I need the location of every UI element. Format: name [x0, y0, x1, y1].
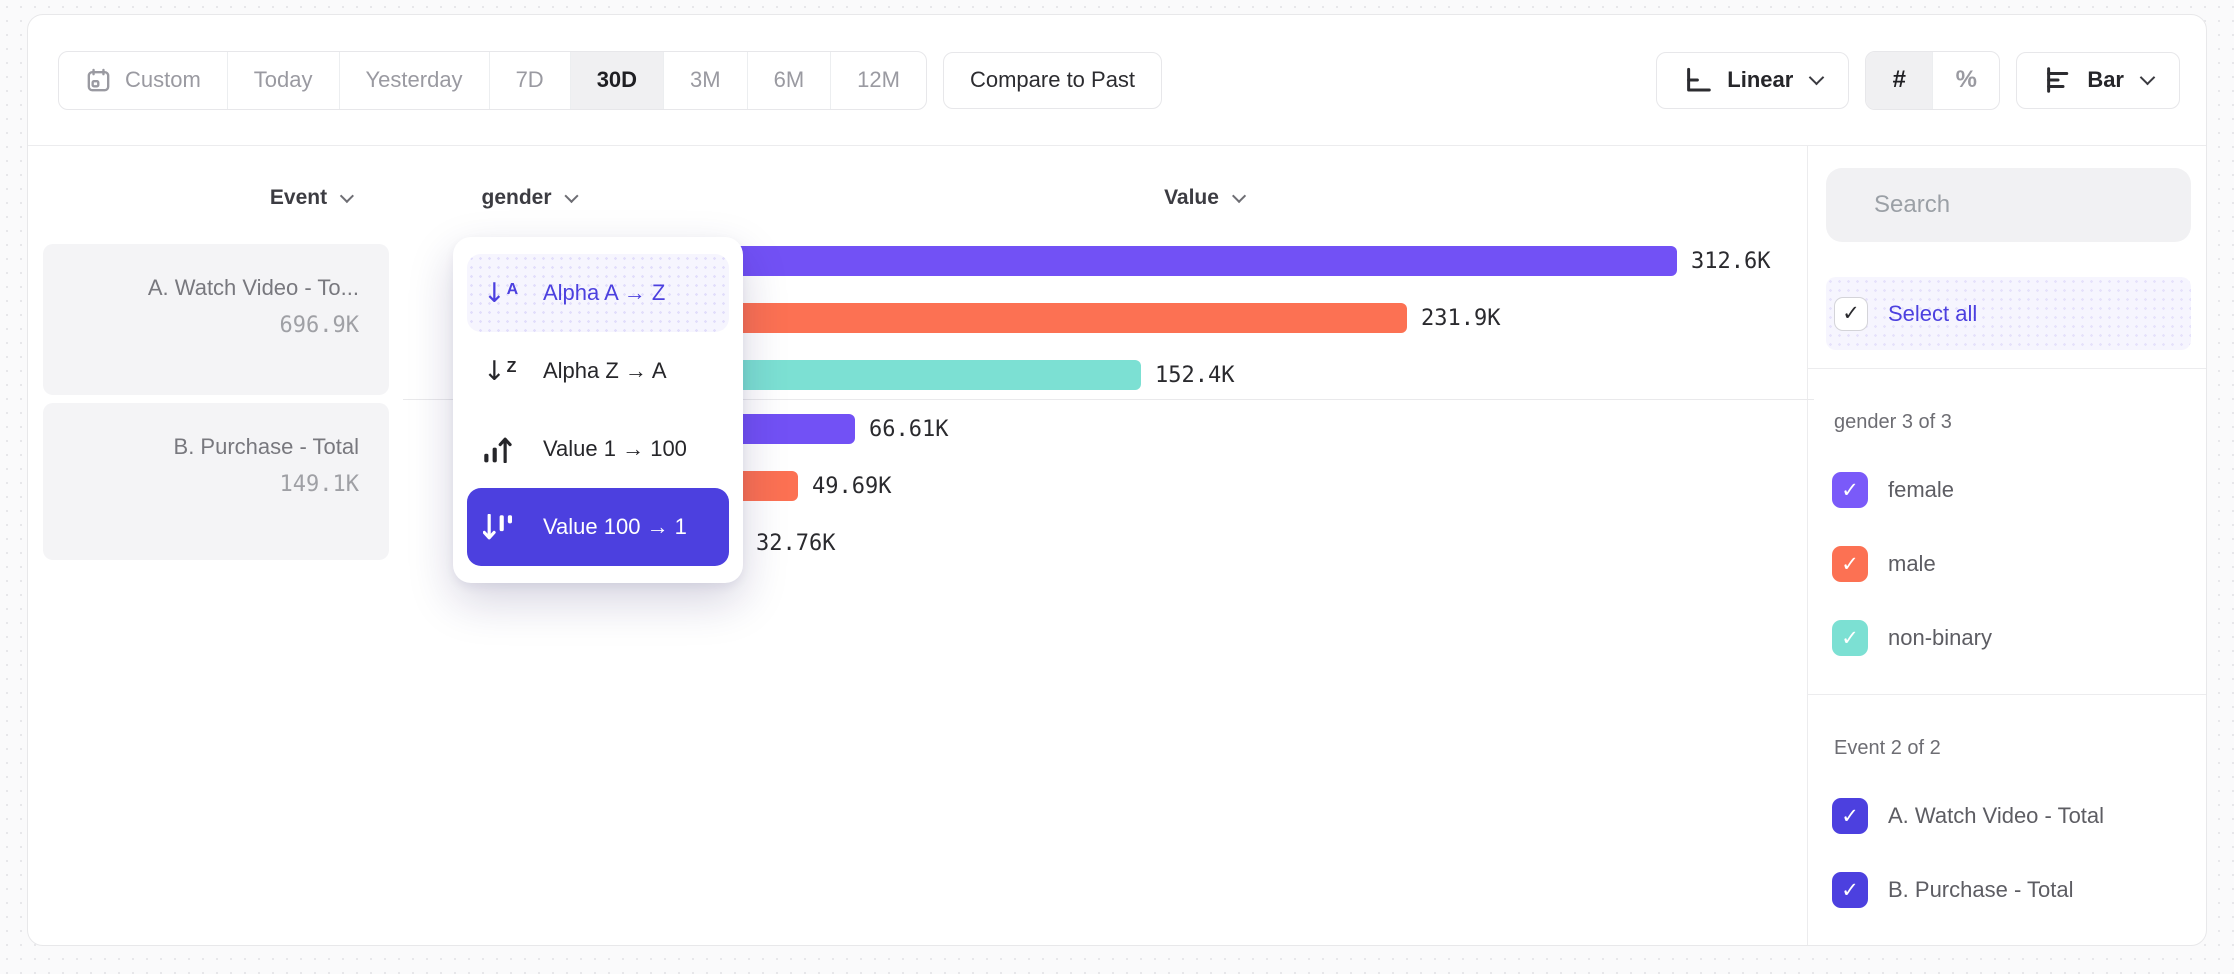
legend-item-non-binary[interactable]: ✓ non-binary	[1832, 620, 2191, 656]
sort-option-label: Alpha Z → A	[543, 358, 667, 383]
legend-search	[1826, 168, 2191, 242]
report-toolbar: Custom Today Yesterday 7D 30D 3M 6M 12M Compare…	[28, 15, 2206, 146]
bar-value-label: 49.69K	[812, 474, 892, 499]
calendar-icon	[87, 68, 110, 91]
legend-item-label: male	[1888, 551, 1936, 576]
legend-item-a-watch-video-total[interactable]: ✓ A. Watch Video - Total	[1832, 798, 2191, 834]
checkbox-non-binary[interactable]: ✓	[1832, 620, 1868, 656]
legend-item-label: non-binary	[1888, 625, 1992, 650]
legend-item-male[interactable]: ✓ male	[1832, 546, 2191, 582]
bar-chart-icon	[2047, 67, 2069, 93]
chevron-down-icon	[564, 188, 579, 204]
date-range-control: Custom Today Yesterday 7D 30D 3M 6M 12M	[58, 50, 927, 110]
bar-value-label: 312.6K	[1691, 249, 1771, 274]
sort-option-label: Value 100 → 1	[543, 514, 687, 539]
range-button-30d[interactable]: 30D	[570, 51, 665, 109]
legend-item-label: A. Watch Video - Total	[1888, 803, 2105, 828]
sidebar-divider	[1808, 368, 2206, 369]
check-icon: ✓	[1841, 477, 1859, 502]
percent-icon: %	[1955, 66, 1977, 93]
value-asc-icon	[483, 436, 523, 463]
chevron-down-icon	[2139, 69, 2156, 85]
bar-value-label: 66.61K	[869, 417, 949, 442]
range-button-yesterday[interactable]: Yesterday	[340, 51, 490, 109]
sort-option-alpha-z-a[interactable]: ↓ Z Alpha Z → A	[467, 332, 729, 410]
legend-sidebar: ✓ Select all gender 3 of 3 ✓ female ✓ male ✓ n…	[1807, 146, 2206, 945]
checkbox-b-purchase-total[interactable]: ✓	[1832, 872, 1868, 908]
scale-selector-button[interactable]: Linear	[1656, 51, 1850, 109]
check-icon: ✓	[1841, 877, 1859, 902]
column-header-gender[interactable]: gender	[481, 186, 579, 210]
bar-a-watch-video-total-female[interactable]	[632, 246, 1677, 276]
chart-type-label: Bar	[2087, 67, 2124, 92]
event-title: A. Watch Video - To...	[147, 275, 359, 300]
bar-a-watch-video-total-male[interactable]	[632, 303, 1407, 333]
search-input[interactable]	[1872, 190, 2186, 220]
legend-item-female[interactable]: ✓ female	[1832, 472, 2191, 508]
compare-to-past-button[interactable]: Compare to Past	[942, 51, 1163, 109]
checkbox-male[interactable]: ✓	[1832, 546, 1868, 582]
report-content: Event gender Value A. Watch Video - To..…	[28, 146, 2206, 945]
alpha-asc-icon: ↓ A	[483, 277, 519, 309]
chevron-down-icon	[1231, 188, 1247, 204]
chevron-down-icon	[1809, 69, 1825, 85]
report-card: Custom Today Yesterday 7D 30D 3M 6M 12M Compare…	[27, 14, 2207, 946]
legend-item-label: B. Purchase - Total	[1888, 877, 2074, 902]
checkbox-a-watch-video-total[interactable]: ✓	[1832, 798, 1868, 834]
absolute-numbers-toggle[interactable]: #	[1866, 51, 1934, 109]
event-total-value: 696.9K	[279, 313, 359, 338]
range-button-12m[interactable]: 12M	[857, 67, 900, 92]
bar-value-label: 32.76K	[756, 531, 836, 556]
range-button-today[interactable]: Today	[228, 51, 340, 109]
bar-chart-pane: Event gender Value A. Watch Video - To..…	[28, 146, 1814, 945]
checkbox-female[interactable]: ✓	[1832, 472, 1868, 508]
legend-sections: gender 3 of 3 ✓ female ✓ male ✓ non-binary Even…	[1808, 411, 2206, 908]
check-icon: ✓	[1841, 551, 1859, 576]
hash-icon: #	[1892, 66, 1906, 93]
select-all-checkbox[interactable]: ✓	[1834, 296, 1868, 331]
scale-label: Linear	[1727, 67, 1794, 92]
range-button-custom[interactable]: Custom	[59, 51, 228, 109]
column-header-value[interactable]: Value	[1164, 186, 1247, 210]
legend-item-label: female	[1888, 477, 1955, 502]
event-card-purchase[interactable]: B. Purchase - Total 149.1K	[43, 403, 389, 560]
select-all-row[interactable]: ✓ Select all	[1826, 277, 2191, 350]
range-button-7d[interactable]: 7D	[490, 51, 571, 109]
check-icon: ✓	[1841, 625, 1859, 650]
section-title-event-2-of-2: Event 2 of 2	[1834, 737, 1941, 759]
value-format-control: # %	[1865, 50, 2001, 110]
linear-axis-icon	[1687, 67, 1712, 92]
range-button-3m[interactable]: 3M	[664, 51, 748, 109]
alpha-desc-icon: ↓ Z	[483, 355, 517, 387]
value-desc-icon	[483, 513, 523, 541]
sidebar-divider	[1808, 694, 2206, 695]
compare-to-past-label: Compare to Past	[969, 67, 1136, 92]
sort-option-label: Value 1 → 100	[543, 436, 687, 461]
event-card-watch-video[interactable]: A. Watch Video - To... 696.9K	[43, 244, 389, 395]
check-icon: ✓	[1841, 803, 1859, 828]
select-all-label: Select all	[1888, 300, 1978, 326]
percentage-toggle[interactable]: %	[1933, 52, 1999, 109]
event-title: B. Purchase - Total	[173, 434, 359, 459]
group-separator-line	[403, 399, 1814, 400]
sort-option-alpha-a-z[interactable]: ↓ A Alpha A → Z	[467, 254, 729, 332]
chevron-down-icon	[340, 188, 355, 204]
event-total-value: 149.1K	[279, 472, 359, 497]
column-header-event[interactable]: Event	[270, 186, 355, 210]
chart-type-selector-button[interactable]: Bar	[2016, 51, 2180, 109]
legend-item-b-purchase-total[interactable]: ✓ B. Purchase - Total	[1832, 872, 2191, 908]
sort-option-value-100-1[interactable]: Value 100 → 1	[467, 488, 729, 566]
bar-value-label: 231.9K	[1421, 306, 1501, 331]
range-button-6m[interactable]: 6M	[748, 51, 832, 109]
section-title-gender-3-of-3: gender 3 of 3	[1834, 411, 1952, 433]
bar-value-label: 152.4K	[1155, 363, 1235, 388]
sort-option-value-1-100[interactable]: Value 1 → 100	[467, 410, 729, 488]
sort-option-label: Alpha A → Z	[543, 280, 666, 305]
sort-dropdown-menu: ↓ A Alpha A → Z ↓ Z Alpha Z → A Value 1 → 100 V…	[453, 237, 743, 583]
